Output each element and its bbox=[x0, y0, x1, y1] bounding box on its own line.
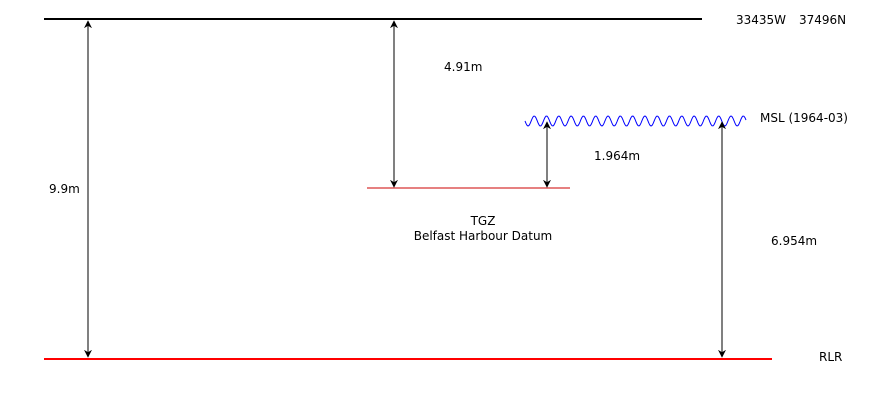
total-height-label: 9.9m bbox=[49, 182, 80, 196]
tgz-label: TGZ bbox=[470, 214, 496, 228]
top-to-tgz-label: 4.91m bbox=[444, 60, 482, 74]
msl-wave-line bbox=[524, 115, 747, 127]
msl-label: MSL (1964-03) bbox=[760, 111, 848, 125]
msl-to-rlr-label: 6.954m bbox=[771, 234, 817, 248]
tgz-to-msl-label: 1.964m bbox=[594, 149, 640, 163]
rlr-label: RLR bbox=[819, 350, 842, 364]
easting-label: 33435W bbox=[736, 13, 786, 27]
northing-label: 37496N bbox=[799, 13, 846, 27]
tgz-datum-name-label: Belfast Harbour Datum bbox=[414, 229, 553, 243]
